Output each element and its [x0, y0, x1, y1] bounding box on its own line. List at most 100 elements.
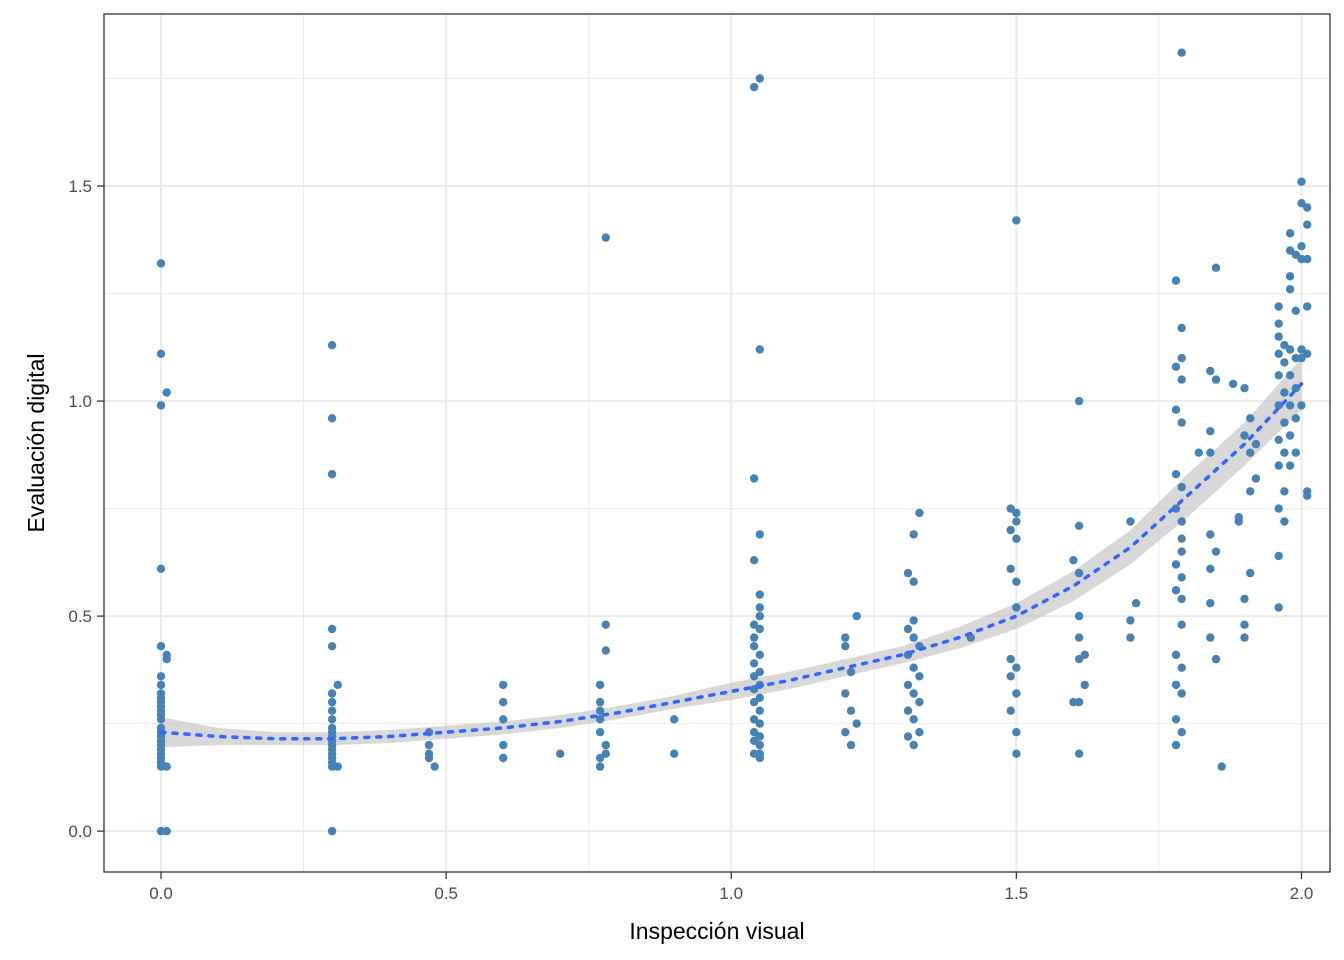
data-point — [841, 728, 850, 737]
data-point — [156, 680, 166, 690]
data-point — [1274, 332, 1283, 341]
data-point — [327, 470, 337, 479]
data-point — [1177, 547, 1186, 556]
data-point — [499, 680, 508, 690]
y-tick-label: 0.0 — [68, 822, 92, 841]
data-point — [333, 680, 342, 690]
data-point — [1297, 353, 1306, 363]
data-point — [755, 706, 764, 715]
data-point — [499, 753, 508, 763]
data-point — [1274, 302, 1283, 311]
data-point — [1074, 611, 1084, 621]
data-point — [1171, 504, 1181, 513]
data-point — [1012, 663, 1021, 672]
data-point — [1285, 345, 1295, 354]
data-point — [852, 719, 861, 728]
data-point — [1171, 715, 1181, 724]
data-point — [1177, 375, 1186, 384]
data-point — [1012, 603, 1021, 612]
data-point — [327, 624, 337, 634]
data-point — [499, 740, 508, 750]
data-point — [1074, 396, 1084, 406]
data-point — [1303, 203, 1312, 212]
data-point — [1274, 319, 1283, 328]
data-point — [1177, 353, 1186, 363]
data-point — [1280, 517, 1289, 526]
data-point — [1069, 697, 1078, 707]
data-point — [1206, 564, 1215, 573]
data-point — [1012, 577, 1021, 586]
data-point — [1206, 599, 1215, 608]
data-point — [162, 654, 171, 664]
data-point — [755, 345, 764, 354]
data-point — [903, 568, 913, 578]
data-point — [915, 728, 924, 737]
data-point — [601, 233, 610, 242]
data-point — [755, 603, 764, 612]
data-point — [846, 740, 856, 750]
data-point — [595, 728, 605, 737]
data-point — [156, 349, 166, 358]
data-point — [1177, 573, 1186, 582]
data-point — [909, 577, 918, 586]
y-axis: 0.0 0.5 1.0 1.5 — [68, 177, 104, 841]
data-point — [162, 388, 171, 397]
data-point — [1080, 650, 1090, 659]
data-point — [749, 715, 759, 724]
data-point — [1006, 706, 1015, 715]
data-point — [327, 697, 337, 707]
data-point — [333, 762, 342, 771]
data-point — [327, 706, 337, 715]
data-point — [755, 732, 764, 741]
data-point — [846, 667, 856, 677]
data-point — [1274, 504, 1283, 513]
data-point — [601, 646, 610, 655]
data-point — [1251, 439, 1261, 449]
data-point — [595, 715, 605, 724]
data-point — [852, 611, 861, 621]
x-axis: 0.0 0.5 1.0 1.5 2.0 — [149, 872, 1313, 903]
data-point — [499, 697, 508, 707]
data-point — [1246, 487, 1255, 496]
data-point — [1171, 470, 1181, 479]
data-point — [424, 740, 434, 750]
data-point — [1274, 603, 1283, 612]
data-point — [1274, 401, 1283, 410]
data-point — [915, 697, 924, 707]
data-point — [909, 530, 918, 539]
data-point — [909, 689, 918, 698]
x-tick-label: 1.0 — [719, 884, 743, 903]
data-point — [1291, 306, 1301, 315]
data-point — [1171, 650, 1181, 659]
data-point — [1074, 633, 1084, 642]
data-point — [1303, 302, 1312, 311]
data-point — [1171, 362, 1181, 371]
data-point — [424, 753, 434, 763]
data-point — [1303, 491, 1312, 500]
data-point — [1012, 749, 1021, 758]
data-point — [156, 564, 166, 573]
data-point — [1194, 448, 1204, 457]
data-point — [601, 620, 610, 629]
data-point — [749, 659, 759, 668]
data-point — [327, 689, 337, 698]
data-point — [1303, 254, 1312, 264]
y-tick-label: 1.0 — [68, 392, 92, 411]
data-point — [156, 401, 166, 410]
x-tick-label: 2.0 — [1290, 884, 1314, 903]
data-point — [1251, 474, 1261, 483]
data-point — [749, 633, 759, 642]
data-point — [749, 620, 759, 629]
data-point — [1006, 504, 1015, 513]
data-point — [1012, 689, 1021, 698]
data-point — [1280, 448, 1289, 457]
data-point — [1206, 366, 1215, 376]
x-tick-label: 0.0 — [149, 884, 173, 903]
data-point — [1246, 448, 1255, 457]
data-point — [1126, 517, 1135, 526]
data-point — [1012, 216, 1021, 225]
data-point — [1177, 323, 1186, 333]
data-point — [1006, 525, 1015, 535]
